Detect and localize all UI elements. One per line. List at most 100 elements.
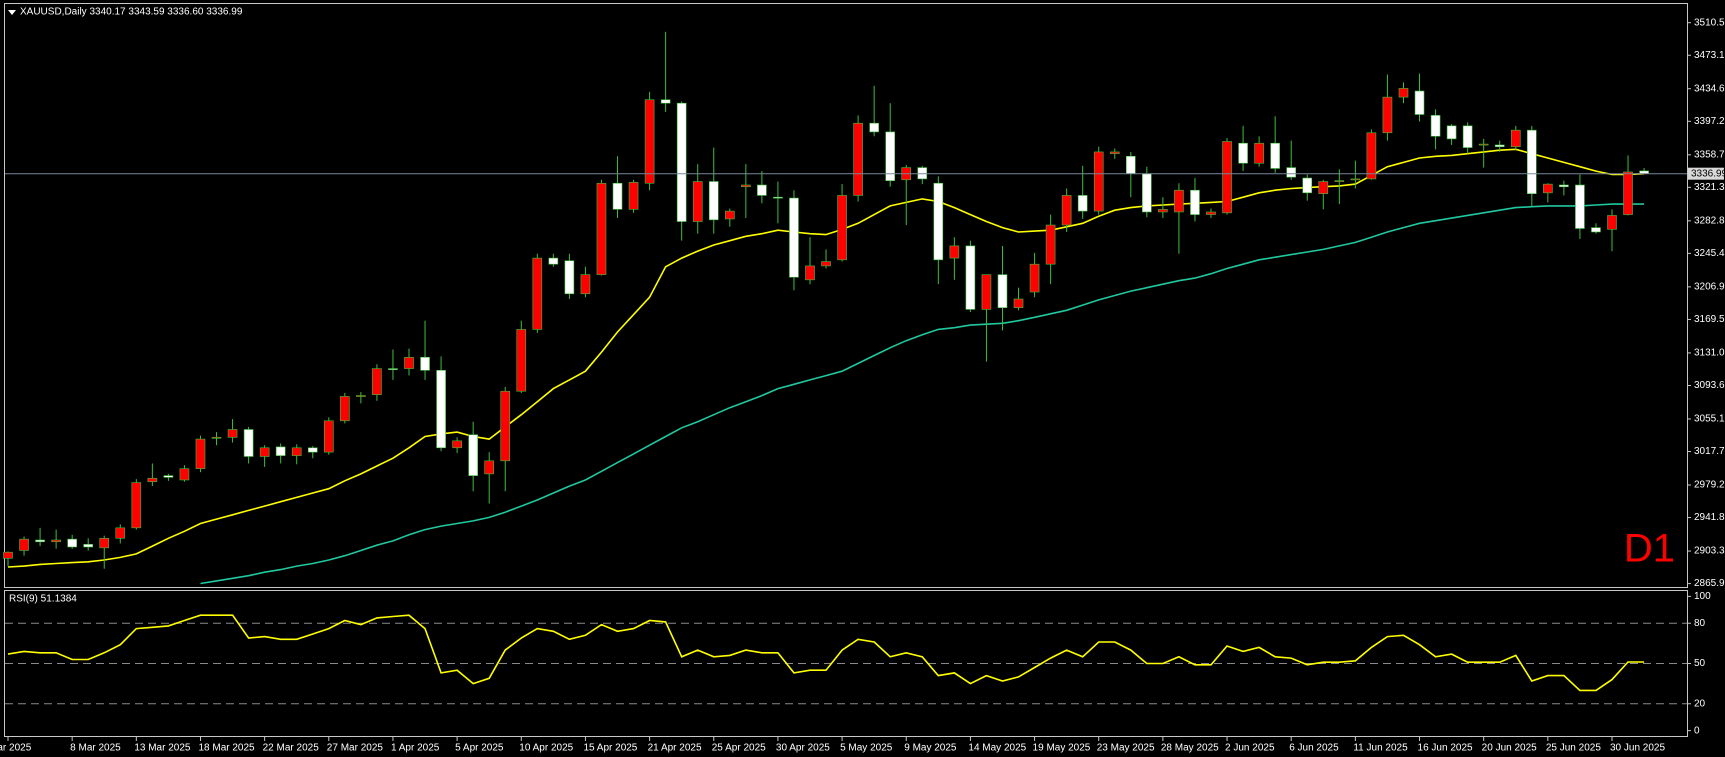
collapse-icon	[8, 10, 16, 15]
y-tick-label: 3321.30	[1694, 182, 1725, 193]
candle-body	[1109, 151, 1120, 154]
candle-body	[1462, 125, 1473, 148]
candle-body	[307, 447, 318, 453]
candle-body	[1254, 142, 1264, 164]
y-tick-label: 3131.00	[1694, 348, 1725, 359]
x-tick-label: 20 Jun 2025	[1482, 743, 1537, 754]
x-tick-label: 5 Apr 2025	[455, 743, 504, 754]
candle-body	[291, 447, 302, 456]
y-tick-label: 80	[1694, 618, 1706, 629]
candle-body	[1045, 224, 1056, 265]
x-tick-label: 19 May 2025	[1033, 743, 1091, 754]
candle-body	[452, 440, 462, 449]
candle-body	[115, 527, 126, 539]
candle-body	[773, 196, 783, 199]
candle-body	[1302, 177, 1313, 194]
candle-body	[885, 131, 896, 181]
y-tick-label: 50	[1694, 658, 1706, 669]
x-tick-label: 30 Apr 2025	[776, 743, 830, 754]
candle-body	[404, 356, 414, 369]
candle-body	[532, 257, 543, 330]
candle-body	[1174, 189, 1184, 213]
rsi-line	[7, 614, 1645, 692]
x-tick-label: 21 Apr 2025	[648, 743, 702, 754]
candle-body	[949, 245, 960, 259]
y-tick-label: 3473.10	[1694, 50, 1725, 61]
candle-body	[1158, 209, 1168, 213]
x-tick-label: 6 Jun 2025	[1289, 743, 1339, 754]
candle-body	[1334, 180, 1345, 182]
y-tick-label: 3434.60	[1694, 83, 1725, 94]
candle-body	[1478, 143, 1489, 146]
y-tick-label: 3358.70	[1694, 149, 1725, 160]
x-tick-label: 16 Jun 2025	[1418, 743, 1473, 754]
candle-body	[644, 99, 655, 184]
candle-body	[131, 482, 142, 529]
x-tick-label: 28 May 2025	[1161, 743, 1219, 754]
candle-body	[1270, 142, 1280, 169]
candle-body	[1077, 195, 1088, 212]
x-tick-label: 8 Mar 2025	[70, 743, 121, 754]
x-tick-label: 11 Jun 2025	[1353, 743, 1408, 754]
y-tick-label: 3206.90	[1694, 282, 1725, 293]
candle-body	[259, 447, 270, 457]
y-tick-label: 3055.10	[1694, 414, 1725, 425]
candle-body	[243, 429, 254, 457]
candle-body	[340, 396, 350, 422]
rsi-title: RSI(9) 51.1384	[9, 594, 77, 605]
candle-body	[1414, 90, 1425, 115]
x-tick-label: 27 Mar 2025	[327, 743, 384, 754]
candle-body	[83, 544, 93, 548]
last-price-box	[1688, 167, 1724, 180]
x-tick-label: 23 May 2025	[1097, 743, 1155, 754]
candle-body	[147, 477, 158, 483]
x-tick-label: 15 Apr 2025	[583, 743, 637, 754]
candle-body	[596, 182, 607, 275]
candle-body	[1286, 167, 1296, 178]
candle-body	[99, 537, 110, 549]
candle-body	[163, 475, 174, 478]
candle-body	[965, 245, 976, 310]
candle-body	[789, 197, 799, 278]
candle-body	[708, 181, 719, 221]
candle-body	[1446, 125, 1457, 140]
candle-body	[1029, 263, 1040, 293]
x-tick-label: 18 Mar 2025	[198, 743, 255, 754]
candle-body	[1126, 155, 1136, 174]
candle-body	[19, 538, 29, 551]
candle-body	[1543, 183, 1553, 194]
candle-body	[516, 329, 527, 392]
candle-body	[1398, 88, 1409, 98]
candle-body	[741, 184, 751, 188]
candle-body	[724, 210, 735, 220]
candle-body	[612, 182, 623, 210]
candle-body	[484, 460, 495, 475]
y-tick-label: 20	[1694, 698, 1706, 709]
candle-body	[837, 195, 847, 261]
y-tick-label: 2903.30	[1694, 546, 1725, 557]
candle-body	[500, 390, 511, 462]
candle-body	[853, 122, 863, 196]
y-tick-label: 3169.50	[1694, 314, 1725, 325]
candle-body	[227, 429, 238, 438]
candle-body	[692, 181, 703, 222]
y-tick-label: 3093.60	[1694, 380, 1725, 391]
x-tick-label: 13 Mar 2025	[134, 743, 191, 754]
candle-body	[1382, 96, 1393, 134]
y-tick-label: 3510.50	[1694, 17, 1725, 28]
y-tick-label: 3017.70	[1694, 446, 1725, 457]
y-tick-label: 2979.20	[1694, 480, 1725, 491]
candle-body	[821, 261, 831, 267]
candle-body	[436, 370, 446, 449]
candle-body	[1061, 195, 1072, 226]
candle-body	[211, 437, 222, 439]
candle-body	[1190, 189, 1200, 215]
x-tick-label: 5 May 2025	[840, 743, 893, 754]
candle-body	[580, 274, 591, 295]
x-tick-label: 10 Apr 2025	[519, 743, 573, 754]
candle-body	[51, 539, 61, 543]
candle-body	[1318, 181, 1329, 194]
